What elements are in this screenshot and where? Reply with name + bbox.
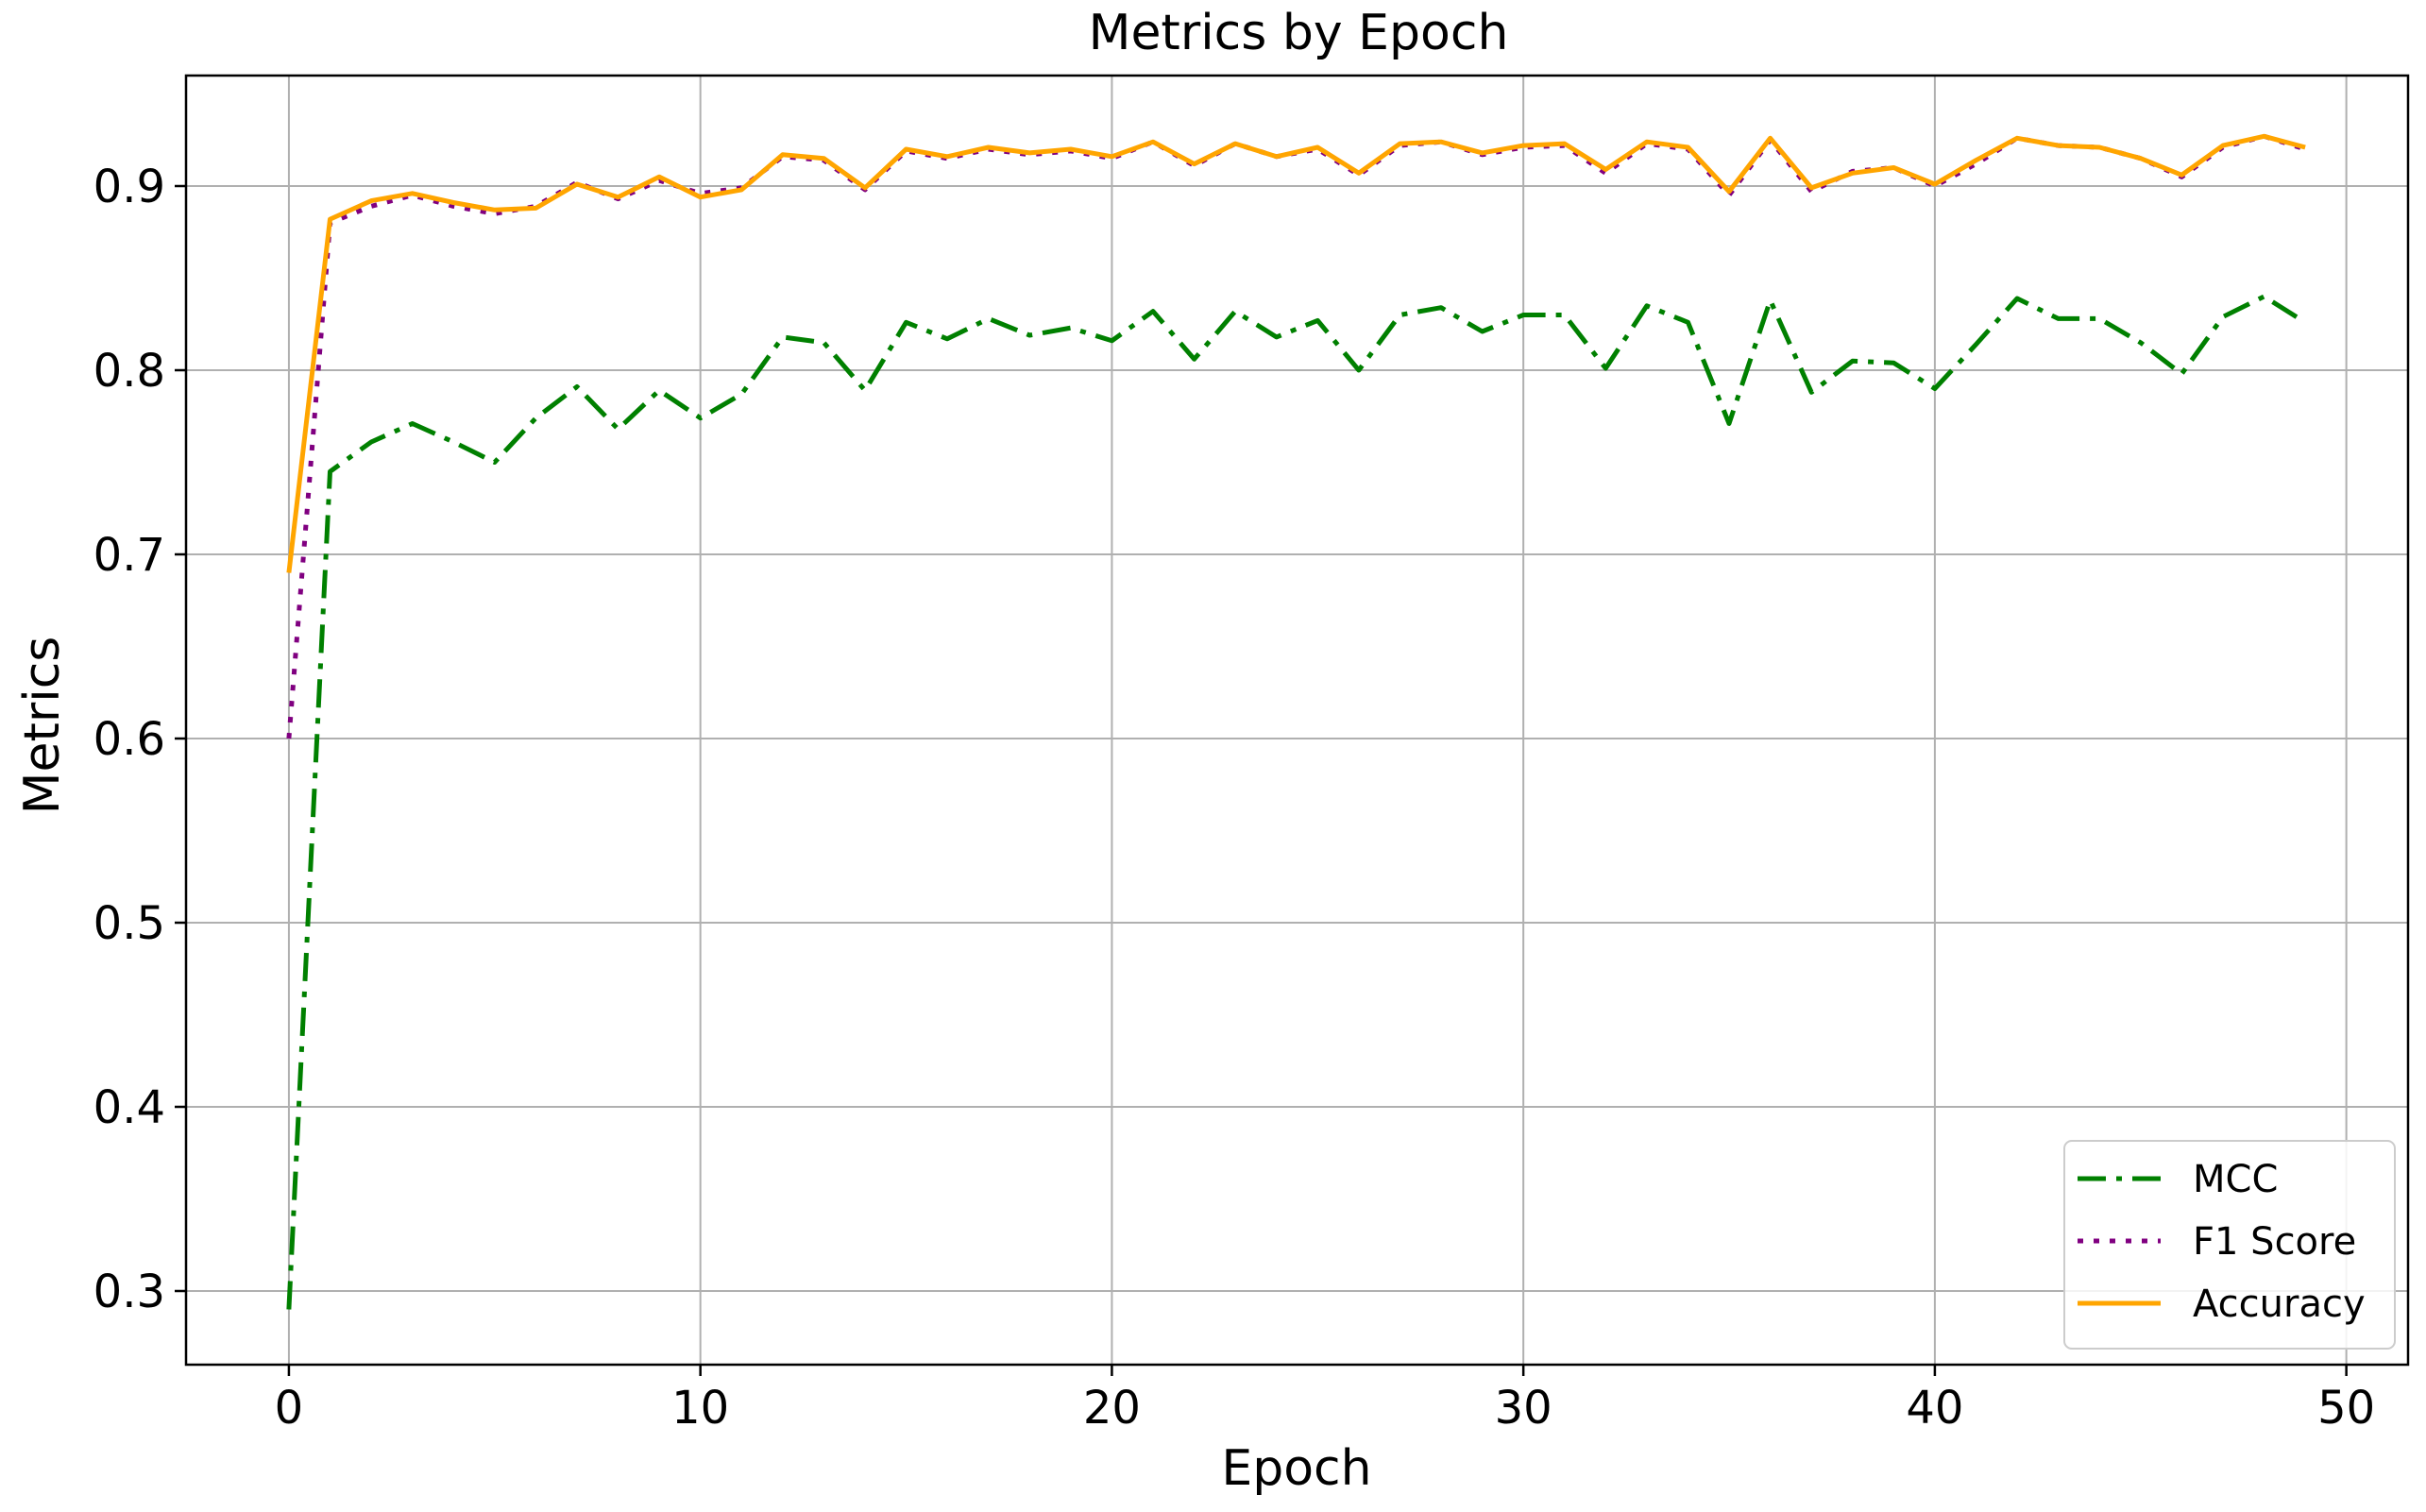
y-tick-label: 0.3 — [93, 1266, 165, 1318]
x-tick-label: 0 — [275, 1382, 304, 1435]
x-tick-label: 50 — [2317, 1382, 2375, 1435]
legend: MCC F1 Score Accuracy — [2064, 1141, 2395, 1349]
x-tick-label: 20 — [1083, 1382, 1141, 1435]
y-tick-label: 0.5 — [93, 897, 165, 950]
y-tick-label: 0.4 — [93, 1081, 165, 1134]
x-tick-label: 40 — [1906, 1382, 1963, 1435]
x-tick-label: 30 — [1495, 1382, 1552, 1435]
x-axis-label: Epoch — [1221, 1440, 1371, 1497]
y-tick-label: 0.8 — [93, 345, 165, 398]
y-tick-label: 0.7 — [93, 529, 165, 582]
legend-label: MCC — [2193, 1158, 2278, 1201]
x-tick-label: 10 — [671, 1382, 729, 1435]
legend-label: F1 Score — [2193, 1220, 2356, 1264]
legend-label: Accuracy — [2193, 1283, 2366, 1326]
y-tick-label: 0.6 — [93, 713, 165, 766]
y-axis-label: Metrics — [14, 637, 71, 815]
chart-title: Metrics by Epoch — [1089, 5, 1509, 61]
y-tick-label: 0.9 — [93, 161, 165, 213]
